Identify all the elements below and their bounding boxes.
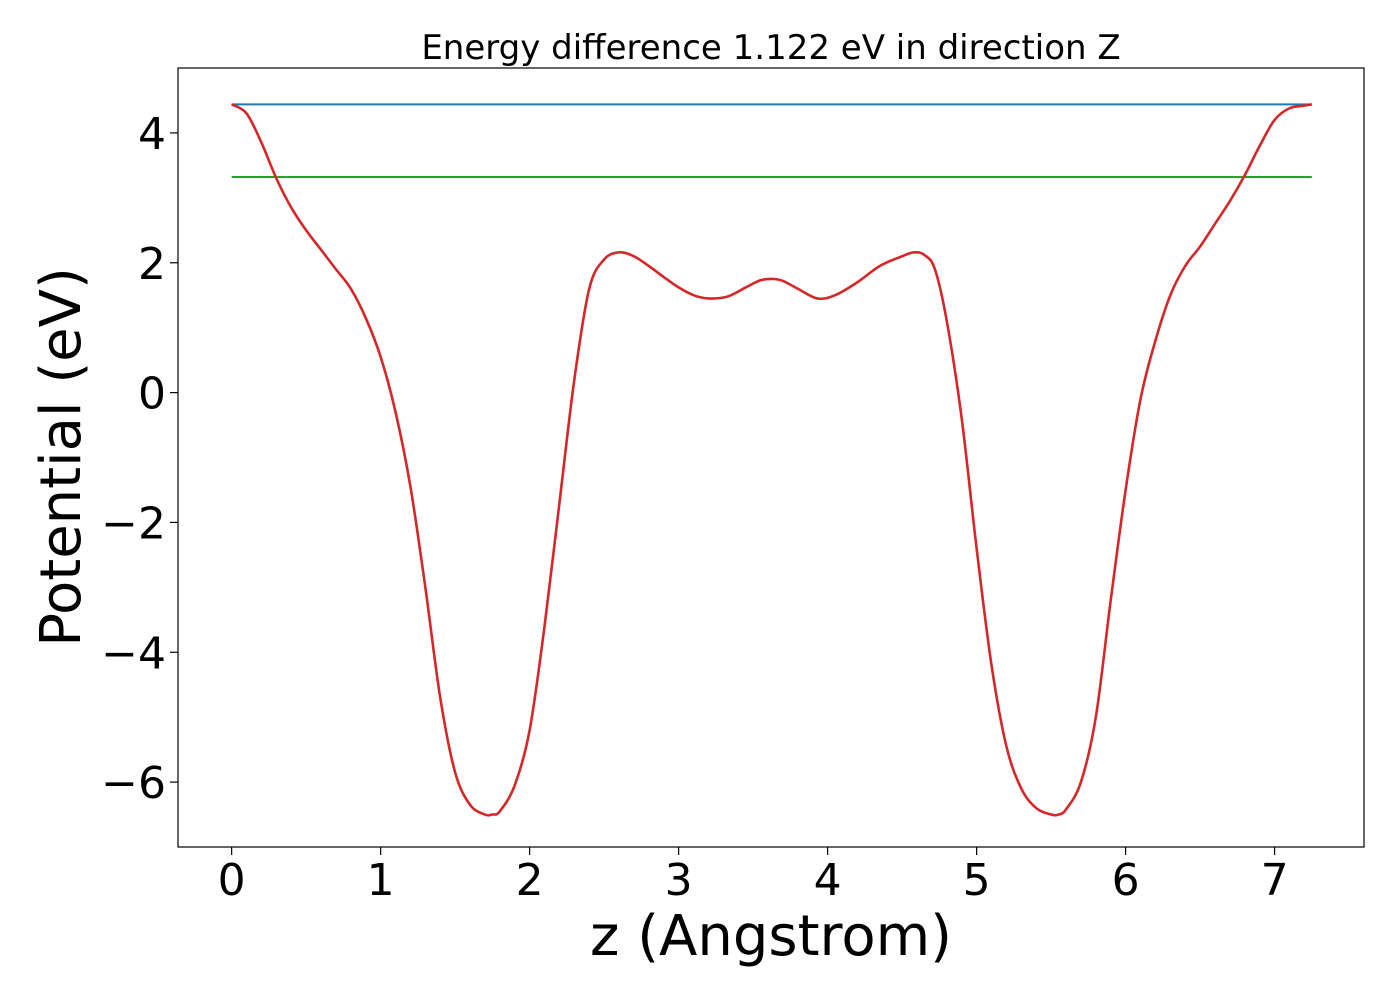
x-tick-label: 5 — [963, 855, 991, 906]
y-axis-ticks: −6 −4 −2 0 2 4 — [101, 109, 178, 809]
x-tick-label: 2 — [516, 855, 544, 906]
chart-title: Energy difference 1.122 eV in direction … — [421, 28, 1120, 68]
y-tick-label: 0 — [138, 369, 166, 420]
series-layer — [230, 103, 1313, 817]
x-axis-ticks: 0 1 2 3 4 5 6 7 — [218, 847, 1289, 906]
x-tick-label: 3 — [665, 855, 693, 906]
plot-area — [177, 67, 1365, 848]
x-axis-label: z (Angstrom) — [590, 904, 952, 969]
x-tick-label: 1 — [367, 855, 395, 906]
x-tick-label: 7 — [1261, 855, 1289, 906]
x-tick-label: 4 — [814, 855, 842, 906]
series-line-2 — [230, 103, 1313, 817]
y-axis-label: Potential (eV) — [29, 267, 94, 647]
x-tick-label: 0 — [218, 855, 246, 906]
y-tick-label: −2 — [101, 498, 166, 549]
y-tick-label: 2 — [138, 239, 166, 290]
y-tick-label: −4 — [101, 628, 166, 679]
x-tick-label: 6 — [1112, 855, 1140, 906]
y-tick-label: −6 — [101, 758, 166, 809]
y-tick-label: 4 — [138, 109, 166, 160]
